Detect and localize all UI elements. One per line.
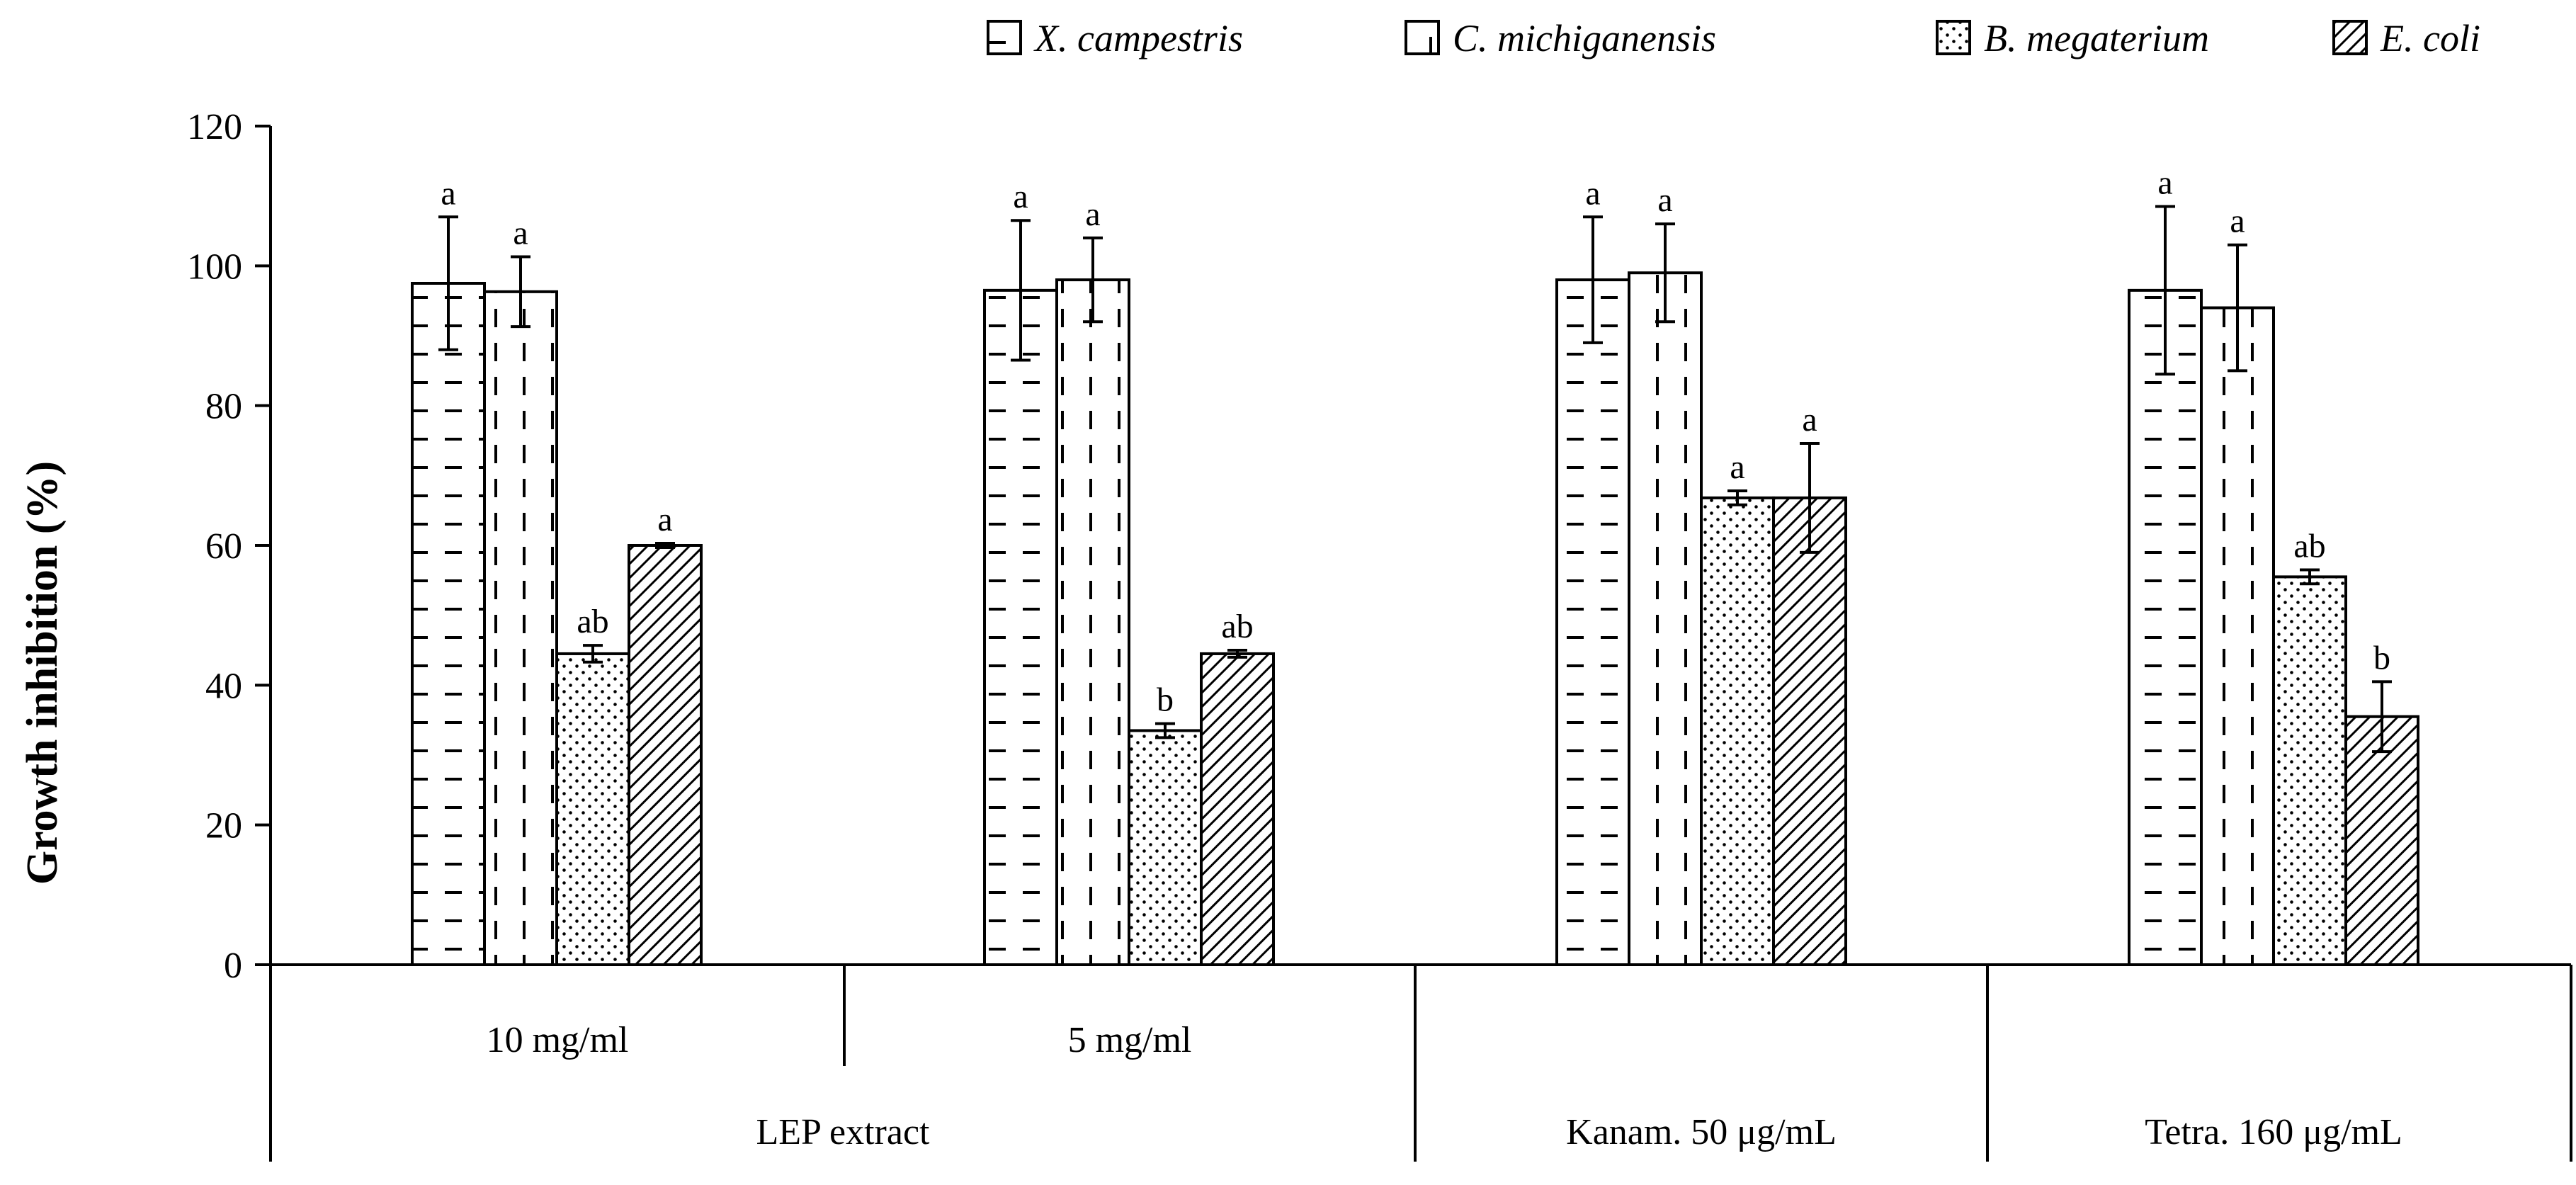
bar [411, 282, 486, 966]
legend-swatch [1936, 20, 1971, 55]
bar-series [411, 271, 2419, 967]
bar [2344, 715, 2419, 966]
legend-label: C. michiganensis [1453, 17, 1716, 59]
y-tick-label: 40 [205, 666, 242, 706]
y-tick-label: 80 [205, 387, 242, 427]
bar [1700, 496, 1775, 966]
bar [1128, 729, 1203, 966]
bar [1555, 278, 1630, 967]
y-tick-label: 20 [205, 806, 242, 846]
significance-label: a [2230, 203, 2245, 240]
error-bars [438, 205, 2392, 754]
bar [983, 288, 1058, 967]
bar [2200, 306, 2275, 966]
bar [2128, 288, 2203, 967]
legend: X. campestris C. michiganensis B. megateri… [987, 17, 2480, 59]
significance-label: a [1730, 448, 1744, 486]
y-tick-label: 120 [187, 107, 242, 147]
bar [1772, 496, 1847, 966]
significance-label: a [1013, 178, 1028, 215]
significance-label: a [2157, 164, 2172, 201]
significance-label: a [513, 215, 528, 252]
y-tick-label: 60 [205, 526, 242, 567]
y-axis-label: Growth inhibition (%) [18, 461, 67, 885]
y-tick-label: 100 [187, 246, 242, 287]
x-category-label: 10 mg/ml [487, 1020, 629, 1060]
legend-swatch [2332, 20, 2368, 55]
legend-swatch [987, 20, 1022, 55]
significance-label: b [2373, 639, 2390, 676]
bar [1055, 278, 1130, 967]
x-group-label: Kanam. 50 μg/mL [1566, 1112, 1837, 1152]
bar [1200, 652, 1275, 967]
x-group-label: Tetra. 160 μg/mL [2145, 1112, 2402, 1152]
y-ticks: 0 20 40 60 80 100 120 [187, 107, 271, 986]
bar [1628, 271, 1703, 966]
bar [483, 290, 558, 966]
significance-label: b [1157, 681, 1174, 719]
legend-label: X. campestris [1033, 17, 1243, 59]
significance-label: a [1085, 195, 1100, 233]
significance-label: a [1585, 174, 1600, 212]
significance-label: ab [577, 603, 608, 640]
significance-label: ab [2293, 528, 2325, 565]
x-category-label: 5 mg/ml [1068, 1020, 1192, 1060]
x-group-label: LEP extract [756, 1112, 931, 1152]
bar [628, 544, 703, 966]
legend-label: B. megaterium [1984, 17, 2209, 59]
significance-label: ab [1221, 608, 1253, 645]
y-tick-label: 0 [224, 946, 242, 986]
bar [2272, 575, 2347, 966]
x-categories: 10 mg/ml 5 mg/ml LEP extract Kanam. 50 μg/m… [487, 965, 2572, 1162]
legend-label: E. coli [2380, 17, 2480, 59]
significance-label: a [1802, 401, 1817, 438]
bar [555, 652, 630, 967]
significance-label: a [1657, 181, 1672, 219]
significance-label: a [657, 501, 672, 538]
legend-swatch [1405, 20, 1440, 55]
significance-label: a [441, 174, 455, 212]
